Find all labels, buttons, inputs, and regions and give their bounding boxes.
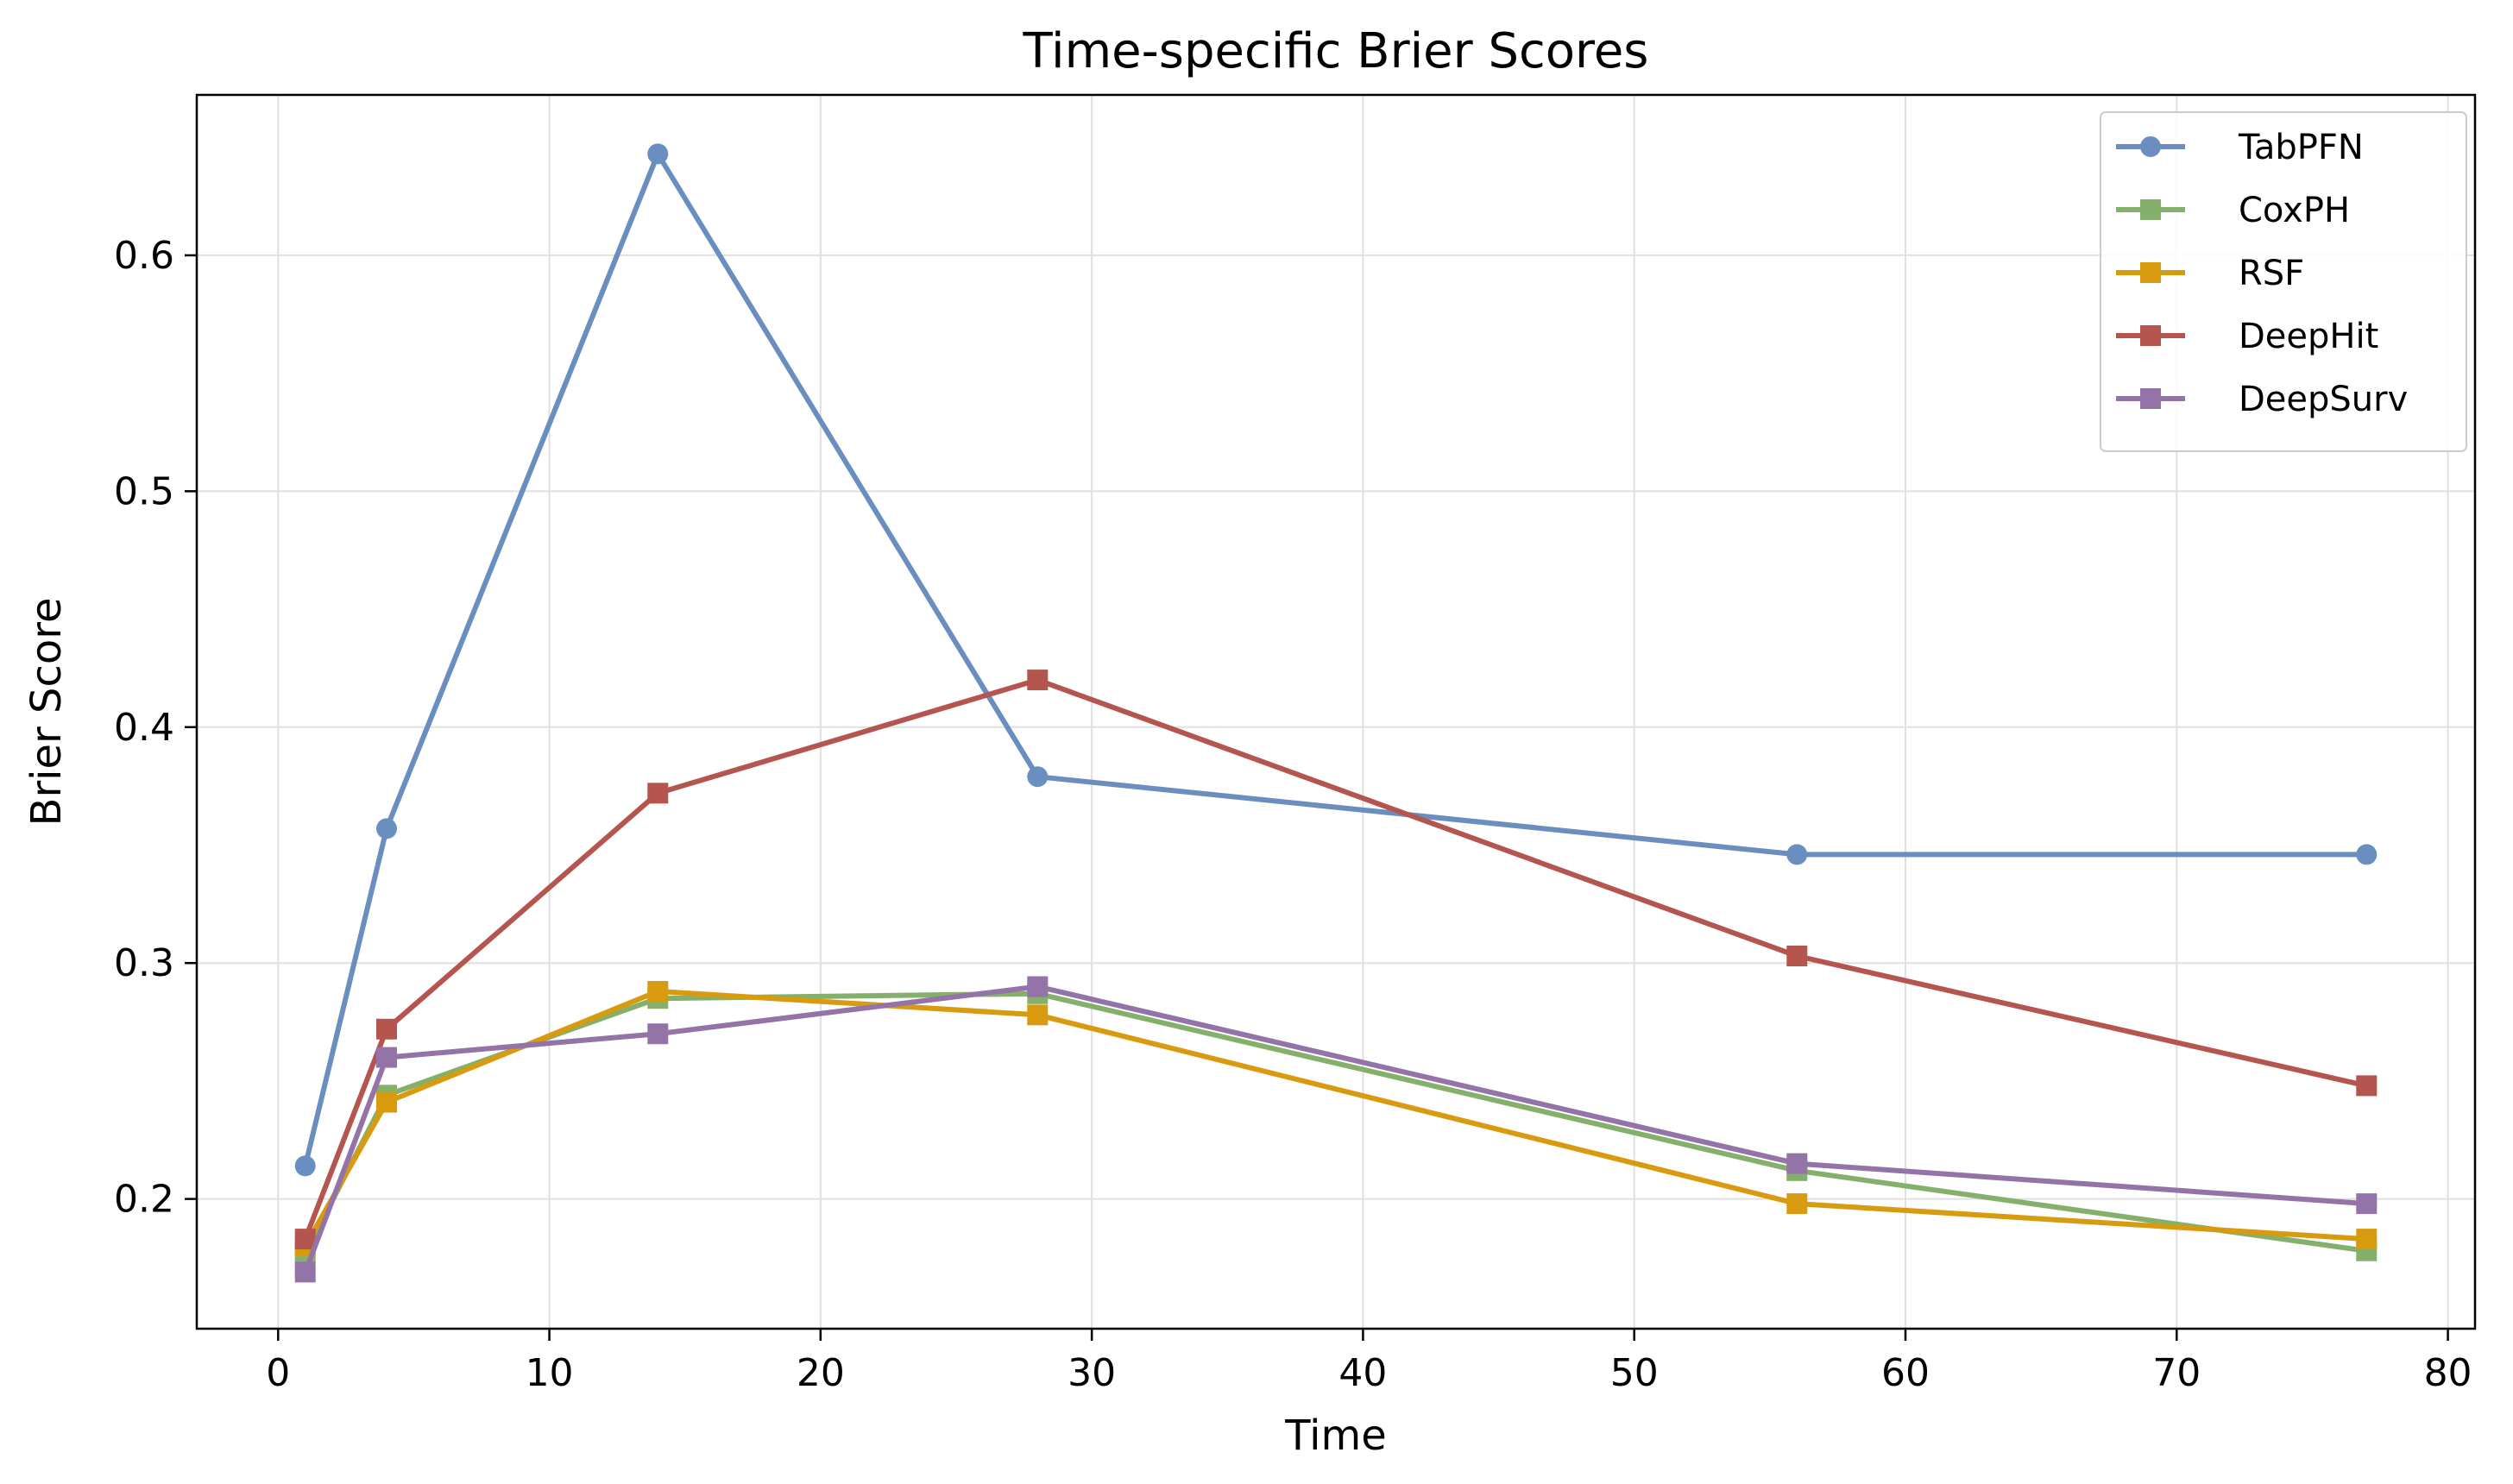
- legend-item-deephit: DeepHit: [2116, 317, 2378, 356]
- legend-item-deepsurv: DeepSurv: [2116, 380, 2408, 419]
- legend: TabPFN CoxPH RSF DeepHit DeepSurv: [2100, 111, 2467, 452]
- legend-item-tabpfn: TabPFN: [2116, 128, 2364, 167]
- chart-title: Time-specific Brier Scores: [1023, 23, 1649, 79]
- data-point-rsf: [1786, 1193, 1808, 1215]
- y-tick-label: 0.3: [114, 941, 174, 985]
- data-point-deepsurv: [376, 1047, 397, 1068]
- data-point-tabpfn: [1027, 766, 1049, 788]
- legend-label: TabPFN: [2238, 128, 2364, 167]
- legend-label: DeepHit: [2239, 317, 2378, 356]
- y-tick-label: 0.4: [114, 706, 174, 750]
- y-tick-label: 0.6: [114, 234, 174, 278]
- legend-marker: [2140, 136, 2161, 157]
- y-axis: 0.2 0.3 0.4 0.5 0.6: [114, 234, 197, 1222]
- plot-frame: [195, 93, 2477, 1330]
- data-point-rsf: [376, 1091, 397, 1113]
- data-point-deepsurv: [294, 1261, 316, 1283]
- legend-frame: [2100, 111, 2467, 452]
- series-layer: [294, 143, 2378, 1283]
- x-tick-label: 20: [797, 1351, 845, 1395]
- x-tick-label: 40: [1338, 1351, 1387, 1395]
- legend-label: RSF: [2239, 254, 2304, 293]
- series-rsf: [294, 981, 2378, 1257]
- legend-item-coxph: CoxPH: [2116, 191, 2350, 230]
- series-line-coxph: [303, 990, 2367, 1254]
- data-point-tabpfn: [647, 143, 669, 165]
- series-line-rsf: [303, 989, 2367, 1248]
- series-deepsurv: [294, 976, 2378, 1283]
- legend-marker: [2140, 388, 2161, 409]
- series-line-tabpfn: [302, 151, 2367, 1167]
- x-tick-label: 80: [2424, 1351, 2472, 1395]
- legend-marker: [2140, 199, 2161, 220]
- y-tick-label: 0.2: [114, 1178, 174, 1222]
- legend-item-rsf: RSF: [2116, 254, 2304, 293]
- data-point-deephit: [1027, 670, 1049, 691]
- legend-label: CoxPH: [2239, 191, 2350, 230]
- x-axis-label: Time: [1284, 1412, 1386, 1460]
- data-point-rsf: [647, 981, 669, 1003]
- data-point-tabpfn: [376, 818, 397, 839]
- data-point-deephit: [376, 1018, 397, 1040]
- x-tick-label: 30: [1068, 1351, 1116, 1395]
- y-axis-label: Brier Score: [22, 598, 71, 827]
- x-tick-label: 0: [266, 1351, 290, 1395]
- x-tick-label: 50: [1610, 1351, 1659, 1395]
- data-point-deepsurv: [1786, 1153, 1808, 1174]
- data-point-tabpfn: [2356, 844, 2378, 865]
- data-point-deephit: [1786, 945, 1808, 966]
- data-point-tabpfn: [1786, 844, 1808, 865]
- legend-marker: [2140, 325, 2161, 346]
- data-point-deepsurv: [2356, 1193, 2378, 1215]
- data-point-deepsurv: [647, 1023, 669, 1045]
- grid: [197, 95, 2475, 1329]
- data-point-deephit: [647, 783, 669, 804]
- x-tick-label: 10: [526, 1351, 574, 1395]
- data-point-deephit: [2356, 1075, 2378, 1097]
- x-axis: 0 10 20 30 40 50 60 70 80: [266, 1329, 2472, 1395]
- series-line-deepsurv: [302, 984, 2367, 1273]
- data-point-tabpfn: [294, 1155, 316, 1177]
- series-line-deephit: [302, 677, 2367, 1241]
- series-deephit: [294, 670, 2378, 1250]
- series-tabpfn: [294, 143, 2378, 1177]
- data-point-rsf: [2356, 1229, 2378, 1250]
- y-tick-label: 0.5: [114, 469, 174, 513]
- data-point-rsf: [1027, 1004, 1049, 1026]
- x-tick-label: 70: [2152, 1351, 2201, 1395]
- data-point-deepsurv: [1027, 976, 1049, 997]
- x-tick-label: 60: [1881, 1351, 1930, 1395]
- data-point-deephit: [294, 1229, 316, 1250]
- legend-marker: [2140, 262, 2161, 283]
- legend-label: DeepSurv: [2239, 380, 2408, 419]
